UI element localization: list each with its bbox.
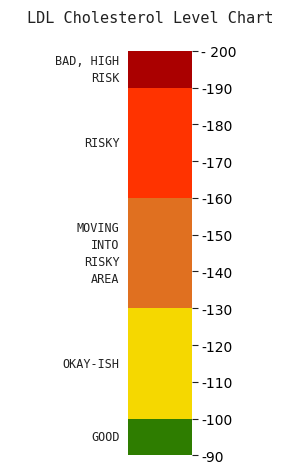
Text: RISKY: RISKY <box>84 137 119 150</box>
Bar <box>128 89 192 198</box>
Text: OKAY-ISH: OKAY-ISH <box>62 357 119 370</box>
Text: BAD, HIGH
RISK: BAD, HIGH RISK <box>55 55 119 85</box>
Text: MOVING
INTO
RISKY
AREA: MOVING INTO RISKY AREA <box>77 221 119 286</box>
Text: GOOD: GOOD <box>91 431 119 444</box>
Bar <box>128 51 192 89</box>
Bar <box>128 198 192 308</box>
Bar <box>128 308 192 419</box>
Bar <box>128 419 192 456</box>
Title: LDL Cholesterol Level Chart: LDL Cholesterol Level Chart <box>27 11 273 26</box>
